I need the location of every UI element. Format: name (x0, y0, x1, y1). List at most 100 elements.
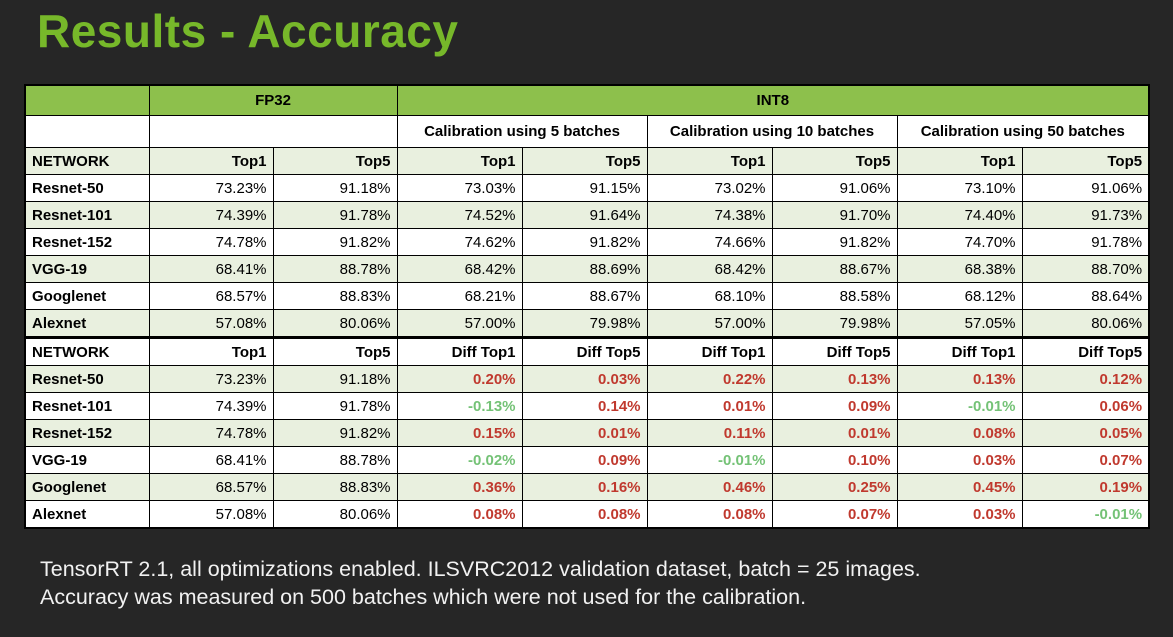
diff-column-header: Top5 (272, 336, 398, 366)
diff-value-cell: 0.45% (896, 473, 1023, 501)
calibration-header-cell: Calibration using 10 batches (646, 115, 898, 148)
table-row: FP32 INT8 (24, 84, 1150, 116)
accuracy-value-cell: 91.64% (521, 201, 648, 229)
group-header-empty-cell (24, 84, 150, 116)
diff-value-cell: 0.03% (896, 446, 1023, 474)
diff-column-header: Diff Top5 (521, 336, 648, 366)
diff-value-cell: 0.03% (896, 500, 1023, 529)
calibration-header-cell: Calibration using 5 batches (396, 115, 648, 148)
footer-notes: TensorRT 2.1, all optimizations enabled.… (40, 556, 921, 612)
accuracy-column-header: Top5 (521, 147, 648, 175)
results-table-container: FP32 INT8 Calibration using 5 batches Calib… (24, 84, 1151, 529)
accuracy-value-cell: 88.78% (272, 446, 398, 474)
network-name-cell: Googlenet (24, 473, 150, 501)
table-row: Alexnet 57.08% 80.06% 0.08% 0.08% 0.08% 0.07% 0… (24, 500, 1150, 529)
table-row: VGG-19 68.41% 88.78% 68.42% 88.69% 68.42% 88.6… (24, 255, 1150, 283)
diff-value-cell: 0.16% (521, 473, 648, 501)
diff-column-header: Diff Top1 (896, 336, 1023, 366)
diff-value-cell: 0.08% (646, 500, 773, 529)
accuracy-value-cell: 80.06% (272, 500, 398, 529)
accuracy-value-cell: 88.58% (771, 282, 898, 310)
table-row: Resnet-152 74.78% 91.82% 74.62% 91.82% 74.66%… (24, 228, 1150, 256)
group-header-cell: FP32 (148, 84, 398, 116)
network-name-cell: VGG-19 (24, 446, 150, 474)
accuracy-value-cell: 88.69% (521, 255, 648, 283)
group-header-cell: INT8 (396, 84, 1150, 116)
accuracy-column-header: Top1 (148, 147, 274, 175)
diff-value-cell: 0.13% (771, 365, 898, 393)
accuracy-value-cell: 91.15% (521, 174, 648, 202)
diff-value-cell: 0.08% (396, 500, 523, 529)
table-row: Calibration using 5 batches Calibration u… (24, 115, 1150, 148)
calibration-header-empty-cell (148, 115, 398, 148)
accuracy-value-cell: 68.38% (896, 255, 1023, 283)
accuracy-value-cell: 68.42% (396, 255, 523, 283)
network-name-cell: Resnet-152 (24, 228, 150, 256)
accuracy-column-header: Top1 (396, 147, 523, 175)
table-row: Googlenet 68.57% 88.83% 68.21% 88.67% 68.10% 8… (24, 282, 1150, 310)
diff-value-cell: -0.02% (396, 446, 523, 474)
diff-value-cell: 0.07% (771, 500, 898, 529)
network-name-cell: Resnet-50 (24, 174, 150, 202)
table-row: VGG-19 68.41% 88.78% -0.02% 0.09% -0.01% 0.10%… (24, 446, 1150, 474)
table-row: Resnet-152 74.78% 91.82% 0.15% 0.01% 0.11% 0.0… (24, 419, 1150, 447)
network-name-cell: Alexnet (24, 309, 150, 338)
page-title: Results - Accuracy (37, 5, 459, 57)
network-name-cell: Resnet-101 (24, 201, 150, 229)
diff-column-header: Top1 (148, 336, 274, 366)
network-name-cell: Alexnet (24, 500, 150, 529)
accuracy-value-cell: 74.39% (148, 201, 274, 229)
accuracy-value-cell: 68.57% (148, 473, 274, 501)
accuracy-value-cell: 79.98% (521, 309, 648, 338)
accuracy-value-cell: 91.82% (771, 228, 898, 256)
diff-value-cell: 0.36% (396, 473, 523, 501)
accuracy-value-cell: 91.78% (272, 201, 398, 229)
accuracy-table-body: FP32 INT8 Calibration using 5 batches Calib… (24, 84, 1150, 529)
calibration-header-cell: Calibration using 50 batches (896, 115, 1150, 148)
table-row: Alexnet 57.08% 80.06% 57.00% 79.98% 57.00% 79.… (24, 309, 1150, 338)
network-name-cell: Googlenet (24, 282, 150, 310)
diff-column-header: Diff Top5 (771, 336, 898, 366)
network-name-cell: Resnet-152 (24, 419, 150, 447)
accuracy-value-cell: 91.82% (272, 419, 398, 447)
accuracy-value-cell: 68.41% (148, 255, 274, 283)
diff-value-cell: 0.09% (771, 392, 898, 420)
diff-value-cell: 0.13% (896, 365, 1023, 393)
accuracy-table: FP32 INT8 Calibration using 5 batches Calib… (24, 84, 1151, 529)
accuracy-value-cell: 73.02% (646, 174, 773, 202)
diff-value-cell: 0.08% (896, 419, 1023, 447)
accuracy-column-header: Top5 (272, 147, 398, 175)
accuracy-value-cell: 74.40% (896, 201, 1023, 229)
diff-value-cell: 0.11% (646, 419, 773, 447)
accuracy-value-cell: 91.18% (272, 365, 398, 393)
diff-value-cell: 0.46% (646, 473, 773, 501)
table-row: Resnet-50 73.23% 91.18% 0.20% 0.03% 0.22% 0.13… (24, 365, 1150, 393)
accuracy-value-cell: 74.78% (148, 419, 274, 447)
table-row: Resnet-50 73.23% 91.18% 73.03% 91.15% 73.02% 9… (24, 174, 1150, 202)
diff-value-cell: 0.01% (521, 419, 648, 447)
accuracy-value-cell: 91.82% (521, 228, 648, 256)
accuracy-value-cell: 80.06% (272, 309, 398, 338)
accuracy-value-cell: 88.78% (272, 255, 398, 283)
accuracy-value-cell: 74.62% (396, 228, 523, 256)
accuracy-value-cell: 74.78% (148, 228, 274, 256)
accuracy-value-cell: 68.57% (148, 282, 274, 310)
table-row: Resnet-101 74.39% 91.78% 74.52% 91.64% 74.38%… (24, 201, 1150, 229)
network-column-header: NETWORK (24, 336, 150, 366)
accuracy-value-cell: 91.78% (1021, 228, 1150, 256)
diff-value-cell: 0.25% (771, 473, 898, 501)
diff-value-cell: 0.05% (1021, 419, 1150, 447)
accuracy-value-cell: 57.00% (646, 309, 773, 338)
diff-value-cell: -0.01% (896, 392, 1023, 420)
accuracy-value-cell: 68.21% (396, 282, 523, 310)
accuracy-value-cell: 91.06% (771, 174, 898, 202)
accuracy-value-cell: 57.00% (396, 309, 523, 338)
accuracy-value-cell: 91.82% (272, 228, 398, 256)
accuracy-value-cell: 91.73% (1021, 201, 1150, 229)
footer-line-1: TensorRT 2.1, all optimizations enabled.… (40, 557, 921, 581)
network-name-cell: Resnet-50 (24, 365, 150, 393)
accuracy-column-header: Top5 (771, 147, 898, 175)
table-row: Resnet-101 74.39% 91.78% -0.13% 0.14% 0.01% 0.… (24, 392, 1150, 420)
diff-value-cell: 0.01% (646, 392, 773, 420)
accuracy-value-cell: 88.83% (272, 282, 398, 310)
